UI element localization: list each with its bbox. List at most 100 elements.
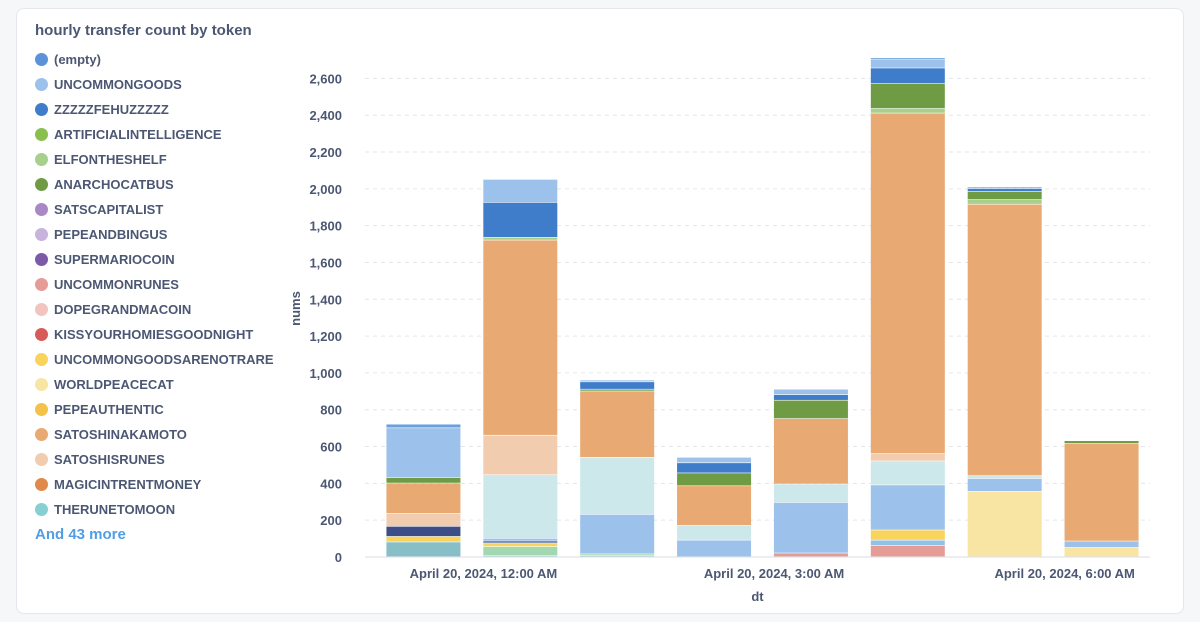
legend-item[interactable]: UNCOMMONRUNES — [35, 272, 295, 297]
legend-item[interactable]: DOPEGRANDMACOIN — [35, 297, 295, 322]
bar-segment[interactable] — [967, 491, 1042, 557]
bar-segment[interactable] — [870, 113, 945, 454]
bar-segment[interactable] — [1064, 547, 1139, 557]
legend-label: UNCOMMONRUNES — [54, 277, 179, 292]
legend-item[interactable]: UNCOMMONGOODS — [35, 72, 295, 97]
bar-segment[interactable] — [386, 483, 461, 514]
y-tick-label: 2,200 — [309, 145, 342, 160]
bar-segment[interactable] — [870, 485, 945, 530]
bar-segment[interactable] — [773, 553, 848, 557]
bar-segment[interactable] — [967, 187, 1042, 189]
bar-segment[interactable] — [483, 475, 558, 538]
bar-segment[interactable] — [580, 391, 655, 457]
bar-segment[interactable] — [870, 83, 945, 109]
bar-segment[interactable] — [773, 418, 848, 484]
bar-segment[interactable] — [967, 188, 1042, 192]
legend-item[interactable]: SATOSHINAKAMOTO — [35, 422, 295, 447]
bar-segment[interactable] — [386, 526, 461, 537]
bar-segment[interactable] — [870, 540, 945, 546]
bar-segment[interactable] — [386, 536, 461, 542]
legend-item[interactable]: ZZZZZFEHUZZZZZ — [35, 97, 295, 122]
legend-swatch — [35, 178, 48, 191]
bar-segment[interactable] — [677, 540, 752, 557]
bar-segment[interactable] — [483, 543, 558, 547]
bar-segment[interactable] — [386, 513, 461, 527]
bar-segment[interactable] — [483, 240, 558, 435]
legend-item[interactable]: UNCOMMONGOODSARENOTRARE — [35, 347, 295, 372]
legend-label: WORLDPEACECAT — [54, 377, 174, 392]
legend-swatch — [35, 428, 48, 441]
bar-segment[interactable] — [870, 461, 945, 485]
x-tick-label: April 20, 2024, 6:00 AM — [994, 566, 1134, 581]
bar-segment[interactable] — [483, 435, 558, 475]
bar-segment[interactable] — [870, 60, 945, 68]
legend-item[interactable]: ARTIFICIALINTELLIGENCE — [35, 122, 295, 147]
legend-swatch — [35, 303, 48, 316]
legend-more-link[interactable]: And 43 more — [35, 526, 126, 543]
bar-segment[interactable] — [967, 476, 1042, 479]
legend-item[interactable]: WORLDPEACECAT — [35, 372, 295, 397]
legend-swatch — [35, 253, 48, 266]
legend-item[interactable]: ELFONTHESHELF — [35, 147, 295, 172]
bar-segment[interactable] — [483, 237, 558, 240]
bar-segment[interactable] — [773, 395, 848, 400]
bar-segment[interactable] — [773, 400, 848, 419]
legend-item[interactable]: KISSYOURHOMIESGOODNIGHT — [35, 322, 295, 347]
legend-label: ZZZZZFEHUZZZZZ — [54, 102, 169, 117]
bar-segment[interactable] — [483, 541, 558, 543]
bar-segment[interactable] — [967, 204, 1042, 476]
legend-item[interactable]: (empty) — [35, 47, 295, 72]
bar-segment[interactable] — [677, 463, 752, 473]
bar-segment[interactable] — [1064, 541, 1139, 548]
bar-segment[interactable] — [967, 199, 1042, 204]
bar-segment[interactable] — [870, 453, 945, 461]
bar-segment[interactable] — [773, 502, 848, 553]
legend-swatch — [35, 203, 48, 216]
bar-segment[interactable] — [483, 179, 558, 203]
bar-segment[interactable] — [483, 546, 558, 556]
bar-segment[interactable] — [773, 484, 848, 503]
legend-item[interactable]: PEPEANDBINGUS — [35, 222, 295, 247]
bar-segment[interactable] — [870, 108, 945, 113]
legend-item[interactable]: SATOSHISRUNES — [35, 447, 295, 472]
legend-swatch — [35, 453, 48, 466]
legend-item[interactable]: PEPEAUTHENTIC — [35, 397, 295, 422]
bar-segment[interactable] — [967, 478, 1042, 492]
y-tick-label: 1,000 — [309, 366, 342, 381]
bar-segment[interactable] — [386, 477, 461, 483]
bar-segment[interactable] — [386, 428, 461, 478]
bar-segment[interactable] — [483, 538, 558, 541]
legend-swatch — [35, 503, 48, 516]
bar-segment[interactable] — [870, 68, 945, 84]
legend-swatch — [35, 78, 48, 91]
bar-segment[interactable] — [677, 457, 752, 463]
bar-segment[interactable] — [773, 389, 848, 395]
legend-item[interactable]: SATSCAPITALIST — [35, 197, 295, 222]
bar-segment[interactable] — [580, 514, 655, 554]
bar-segment[interactable] — [677, 525, 752, 540]
bar-segment[interactable] — [1064, 443, 1139, 541]
bar-segment[interactable] — [677, 486, 752, 526]
bars — [386, 58, 1139, 557]
bar-segment[interactable] — [967, 191, 1042, 200]
bar-segment[interactable] — [483, 202, 558, 238]
legend-label: SATSCAPITALIST — [54, 202, 164, 217]
bar-segment[interactable] — [580, 380, 655, 382]
bar-segment[interactable] — [677, 473, 752, 486]
bar-segment[interactable] — [1064, 441, 1139, 444]
bar-segment[interactable] — [870, 530, 945, 540]
legend-item[interactable]: MAGICINTRENTMONEY — [35, 472, 295, 497]
legend-item[interactable]: SUPERMARIOCOIN — [35, 247, 295, 272]
bar-segment[interactable] — [386, 424, 461, 428]
bar-segment[interactable] — [870, 58, 945, 60]
y-tick-label: 1,800 — [309, 219, 342, 234]
bar-segment[interactable] — [580, 554, 655, 556]
bar-segment[interactable] — [580, 389, 655, 391]
legend-item[interactable]: ANARCHOCATBUS — [35, 172, 295, 197]
bar-segment[interactable] — [580, 382, 655, 389]
legend-item[interactable]: THERUNETOMOON — [35, 497, 295, 522]
bar-segment[interactable] — [580, 457, 655, 515]
bar-segment[interactable] — [386, 542, 461, 557]
legend-label: MAGICINTRENTMONEY — [54, 477, 202, 492]
bar-segment[interactable] — [870, 545, 945, 557]
